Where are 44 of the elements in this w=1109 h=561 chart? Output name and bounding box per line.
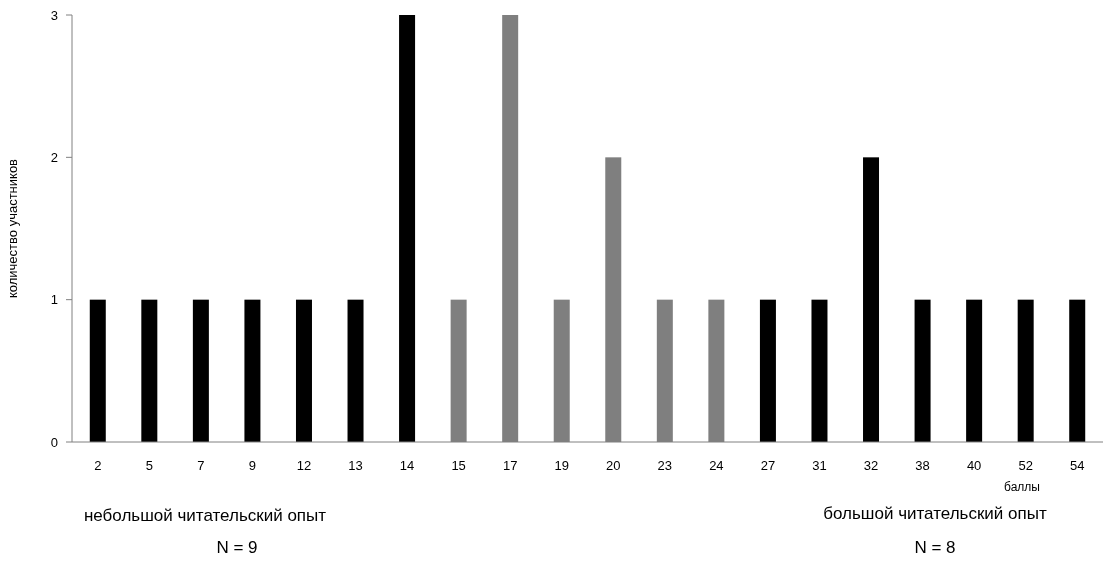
- bar: [966, 299, 983, 442]
- bar: [914, 299, 931, 442]
- x-tick-label: 17: [502, 458, 518, 473]
- bar: [811, 299, 828, 442]
- y-tick-label: 3: [50, 7, 58, 23]
- x-tick-label: 12: [296, 458, 312, 473]
- x-tick-label: 24: [709, 458, 724, 473]
- text: большой читательский опыт: [823, 504, 1047, 523]
- x-tick-label: 15: [451, 458, 466, 473]
- x-tick-label: 52: [1018, 458, 1033, 473]
- x-tick-label: 2: [94, 458, 102, 473]
- bar: [141, 299, 158, 442]
- bar: [1069, 299, 1086, 442]
- x-tick-label: 54: [1069, 458, 1085, 473]
- text: N = 8: [914, 538, 956, 557]
- bar: [347, 299, 364, 442]
- x-tick-label: 31: [812, 458, 827, 473]
- x-tick-label: 23: [657, 458, 673, 473]
- bar: [759, 299, 776, 442]
- bar: [192, 299, 209, 442]
- x-tick-label: 19: [554, 458, 569, 473]
- bar: [1017, 299, 1034, 442]
- bar: [89, 299, 106, 442]
- x-tick-label: 40: [966, 458, 982, 473]
- x-tick-label: 14: [399, 458, 415, 473]
- x-tick-label: 9: [248, 458, 257, 473]
- x-tick-label: 32: [863, 458, 879, 473]
- y-tick-label: 1: [50, 292, 58, 308]
- x-tick-label: 27: [760, 458, 776, 473]
- bar: [295, 299, 312, 442]
- x-tick-label: 20: [606, 458, 621, 473]
- bar: [244, 299, 261, 442]
- x-tick-label: 7: [197, 458, 205, 473]
- x-tick-label: 13: [348, 458, 363, 473]
- bar: [399, 15, 416, 442]
- text: небольшой читательский опыт: [83, 506, 327, 525]
- x-tick-label: 38: [915, 458, 930, 473]
- x-axis-title: баллы: [1004, 480, 1040, 494]
- x-tick-label: 5: [145, 458, 153, 473]
- text: N = 9: [216, 538, 258, 557]
- bar: [863, 157, 880, 442]
- y-axis-title: количество участников: [5, 158, 20, 299]
- y-tick-label: 2: [50, 149, 58, 165]
- y-tick-label: 0: [50, 434, 58, 450]
